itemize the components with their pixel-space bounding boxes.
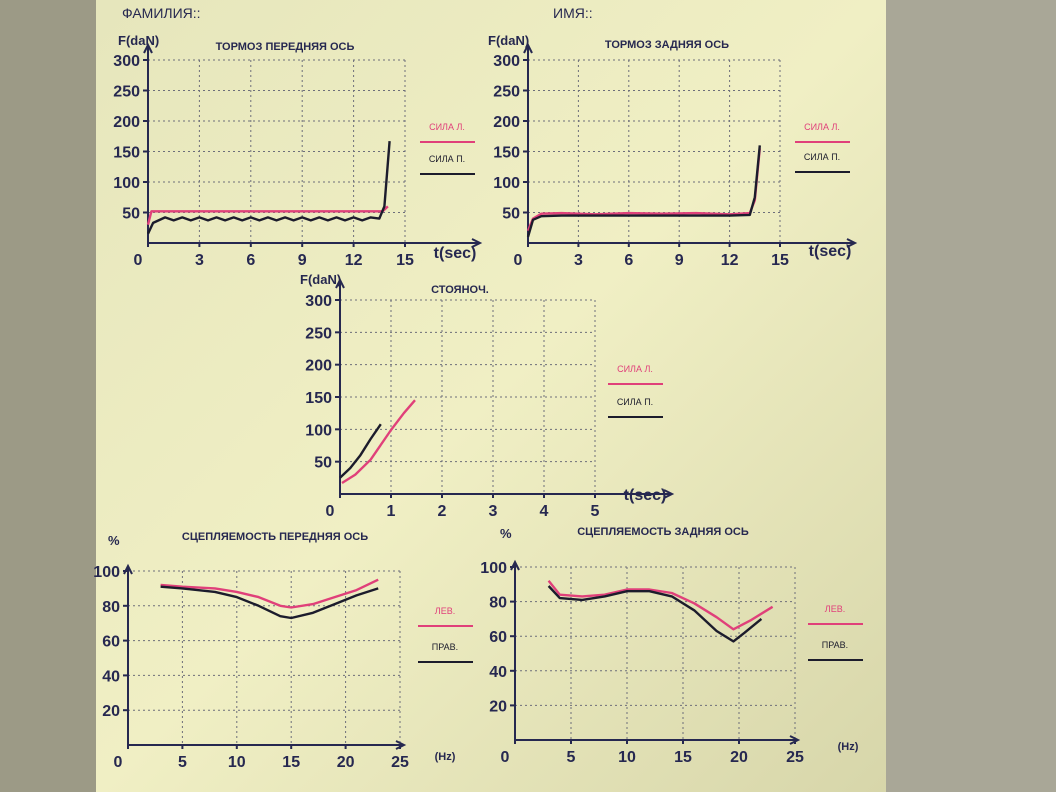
chart-title: СТОЯНОЧ. xyxy=(431,284,489,296)
series-line xyxy=(339,423,382,479)
name-label: ИМЯ:: xyxy=(553,5,593,21)
x-tick-label: 0 xyxy=(114,754,123,771)
series-line xyxy=(146,141,391,235)
y-tick-label: 150 xyxy=(493,145,520,162)
x-tick-label: 4 xyxy=(540,503,549,520)
legend-label: СИЛА П. xyxy=(617,397,653,407)
x-tick-label: 15 xyxy=(674,749,692,766)
x-tick-label: 1 xyxy=(387,503,396,520)
series-line xyxy=(146,205,389,225)
x-tick-label: 12 xyxy=(345,252,363,269)
y-axis-label: F(daN) xyxy=(118,33,159,48)
y-tick-label: 100 xyxy=(480,560,507,577)
y-tick-label: 150 xyxy=(305,390,332,407)
x-tick-label: 15 xyxy=(282,754,300,771)
y-tick-label: 200 xyxy=(113,114,140,131)
x-tick-label: 10 xyxy=(618,749,636,766)
x-tick-label: 3 xyxy=(574,252,583,269)
x-tick-label: 9 xyxy=(298,252,307,269)
paper xyxy=(96,0,886,792)
x-tick-label: 0 xyxy=(326,503,335,520)
series-line xyxy=(341,399,416,485)
y-tick-label: 300 xyxy=(113,53,140,70)
legend-label: СИЛА Л. xyxy=(617,364,653,374)
series-line xyxy=(160,585,379,620)
x-tick-label: 20 xyxy=(730,749,748,766)
x-tick-label: 2 xyxy=(438,503,447,520)
x-axis-label: t(sec) xyxy=(624,487,667,504)
x-tick-label: 3 xyxy=(489,503,498,520)
y-tick-label: 250 xyxy=(113,84,140,101)
legend-label: СИЛА П. xyxy=(429,154,465,164)
x-tick-label: 15 xyxy=(396,252,414,269)
y-tick-label: 300 xyxy=(305,293,332,310)
x-axis-label: (Hz) xyxy=(838,741,859,753)
y-tick-label: 100 xyxy=(93,564,120,581)
y-tick-label: 20 xyxy=(102,703,120,720)
y-tick-label: 50 xyxy=(502,206,520,223)
x-tick-label: 15 xyxy=(771,252,789,269)
y-tick-label: 100 xyxy=(493,175,520,192)
legend-label: ПРАВ. xyxy=(822,640,848,650)
y-tick-label: 20 xyxy=(489,698,507,715)
y-axis-label: % xyxy=(108,533,120,548)
series-line xyxy=(547,585,763,643)
x-tick-label: 10 xyxy=(228,754,246,771)
chart-title: ТОРМОЗ ПЕРЕДНЯЯ ОСЬ xyxy=(216,41,355,53)
y-tick-label: 60 xyxy=(489,629,507,646)
x-tick-label: 3 xyxy=(195,252,204,269)
y-tick-label: 200 xyxy=(493,114,520,131)
x-tick-label: 5 xyxy=(567,749,576,766)
y-tick-label: 250 xyxy=(493,84,520,101)
y-tick-label: 100 xyxy=(113,175,140,192)
y-tick-label: 200 xyxy=(305,358,332,375)
legend-label: ПРАВ. xyxy=(432,642,458,652)
chart-title: СЦЕПЛЯЕМОСТЬ ПЕРЕДНЯЯ ОСЬ xyxy=(182,531,368,543)
legend-label: ЛЕВ. xyxy=(825,604,845,614)
x-axis-label: t(sec) xyxy=(434,245,477,262)
x-tick-label: 6 xyxy=(624,252,633,269)
series-line xyxy=(547,580,774,631)
x-tick-label: 5 xyxy=(591,503,600,520)
y-tick-label: 150 xyxy=(113,145,140,162)
series-line xyxy=(160,578,379,609)
series-line xyxy=(526,145,761,238)
legend-label: СИЛА Л. xyxy=(804,122,840,132)
y-tick-label: 50 xyxy=(314,455,332,472)
x-tick-label: 0 xyxy=(501,749,510,766)
y-tick-label: 60 xyxy=(102,634,120,651)
legend-label: СИЛА Л. xyxy=(429,122,465,132)
x-tick-label: 25 xyxy=(786,749,804,766)
y-axis-label: % xyxy=(500,526,512,541)
x-tick-label: 20 xyxy=(337,754,355,771)
y-tick-label: 80 xyxy=(489,595,507,612)
y-axis-label: F(daN) xyxy=(488,33,529,48)
y-tick-label: 50 xyxy=(122,206,140,223)
y-tick-label: 80 xyxy=(102,599,120,616)
chart-title: СЦЕПЛЯЕМОСТЬ ЗАДНЯЯ ОСЬ xyxy=(577,526,749,538)
x-tick-label: 9 xyxy=(675,252,684,269)
x-tick-label: 0 xyxy=(514,252,523,269)
legend-label: СИЛА П. xyxy=(804,152,840,162)
y-tick-label: 40 xyxy=(102,668,120,685)
y-tick-label: 250 xyxy=(305,325,332,342)
x-tick-label: 6 xyxy=(246,252,255,269)
x-axis-label: t(sec) xyxy=(809,243,852,260)
x-tick-label: 0 xyxy=(134,252,143,269)
chart-title: ТОРМОЗ ЗАДНЯЯ ОСЬ xyxy=(605,39,729,51)
y-axis-label: F(daN) xyxy=(300,272,341,287)
x-axis-label: (Hz) xyxy=(435,751,456,763)
x-tick-label: 5 xyxy=(178,754,187,771)
legend-label: ЛЕВ. xyxy=(435,606,455,616)
x-tick-label: 12 xyxy=(721,252,739,269)
x-tick-label: 25 xyxy=(391,754,409,771)
y-tick-label: 40 xyxy=(489,664,507,681)
y-tick-label: 300 xyxy=(493,53,520,70)
surname-label: ФАМИЛИЯ:: xyxy=(122,5,201,21)
desk xyxy=(886,0,1056,792)
y-tick-label: 100 xyxy=(305,422,332,439)
